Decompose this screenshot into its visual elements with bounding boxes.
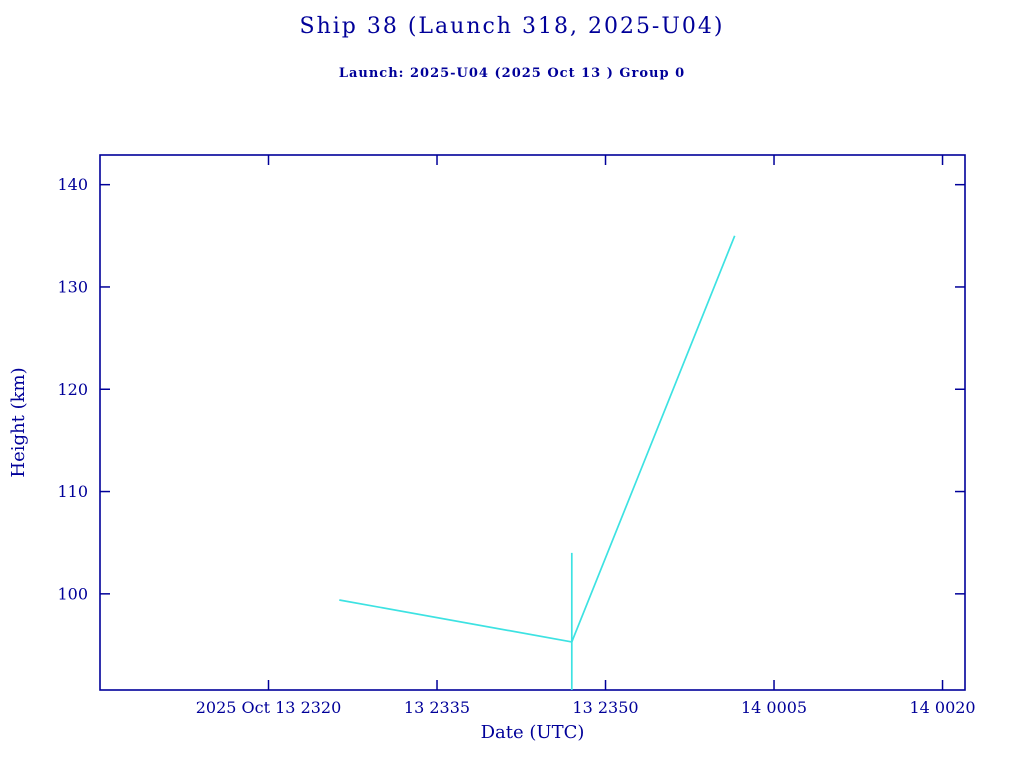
x-tick-label: 14 0005 <box>741 698 807 717</box>
y-axis-label: Height (km) <box>8 367 29 477</box>
x-axis-label: Date (UTC) <box>481 722 585 743</box>
chart-title: Ship 38 (Launch 318, 2025-U04) <box>299 14 725 39</box>
height-track <box>339 235 736 643</box>
y-tick-label: 100 <box>57 584 88 603</box>
plot-frame <box>99 154 966 691</box>
x-tick-label: 13 2350 <box>572 698 638 717</box>
x-tick-label: 14 0020 <box>909 698 975 717</box>
x-tick-label: 2025 Oct 13 2320 <box>196 698 342 717</box>
y-tick-label: 140 <box>57 175 88 194</box>
chart-subtitle: Launch: 2025-U04 (2025 Oct 13 ) Group 0 <box>338 66 686 81</box>
y-tick-label: 130 <box>57 277 88 296</box>
y-tick-label: 120 <box>57 380 88 399</box>
x-tick-label: 13 2335 <box>404 698 470 717</box>
y-tick-label: 110 <box>57 482 88 501</box>
